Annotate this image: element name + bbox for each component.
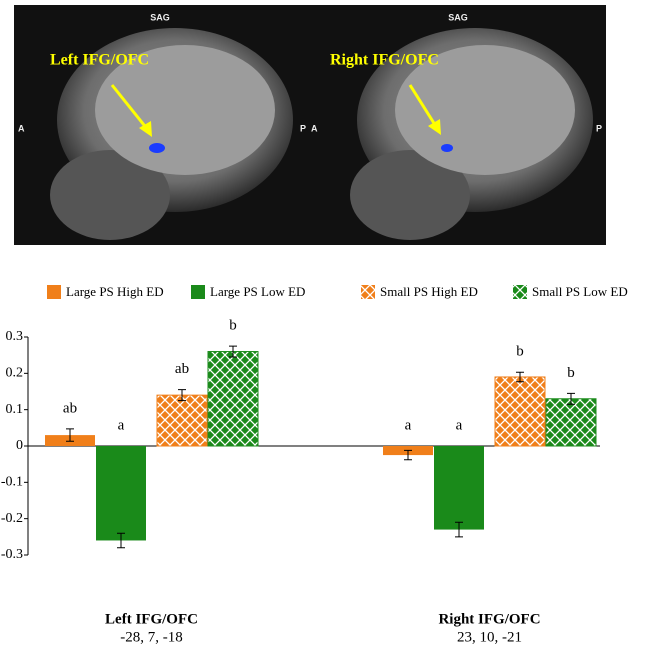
chart: 0.3 0.2 0.1 0 -0.1 -0.2 -0.3 Large PS High ED La… xyxy=(1,284,628,645)
significance-letter: b xyxy=(567,365,575,381)
significance-letter: a xyxy=(456,417,463,433)
legend-label: Large PS High ED xyxy=(66,284,164,299)
view-label: SAG xyxy=(150,12,170,22)
roi-blob xyxy=(149,143,165,153)
legend-swatch xyxy=(513,285,527,299)
bar xyxy=(157,395,207,446)
y-tick-label: 0.2 xyxy=(6,366,24,381)
roi-blob xyxy=(441,144,453,152)
legend-swatch xyxy=(191,285,205,299)
figure: SAG SAG A P A P Left IFG/OFC Right IFG/O… xyxy=(0,0,665,657)
anterior-label: A xyxy=(18,123,25,133)
y-tick-label: 0 xyxy=(16,438,23,453)
legend-swatch xyxy=(47,285,61,299)
bar xyxy=(208,352,258,446)
significance-letter: b xyxy=(229,318,237,334)
legend-label: Large PS Low ED xyxy=(210,284,305,299)
region-label: Right IFG/OFC xyxy=(330,52,439,69)
anterior-label: A xyxy=(311,123,318,133)
bar xyxy=(495,377,545,446)
bar xyxy=(546,399,596,446)
legend-label: Small PS Low ED xyxy=(532,284,628,299)
y-tick-label: -0.3 xyxy=(1,547,23,562)
legend-label: Small PS High ED xyxy=(380,284,478,299)
posterior-label: P xyxy=(300,123,306,133)
significance-letter: a xyxy=(118,417,125,433)
page: {"image": {"panels": [ {"view": "SAG", "… xyxy=(0,0,665,657)
bar xyxy=(96,446,146,540)
y-tick-label: 0.1 xyxy=(6,402,24,417)
significance-letter: b xyxy=(516,344,524,360)
coordinate-label: 23, 10, -21 xyxy=(457,629,522,645)
significance-letter: a xyxy=(405,417,412,433)
bar xyxy=(434,446,484,530)
category-label: Left IFG/OFC xyxy=(105,611,198,627)
posterior-label: P xyxy=(596,123,602,133)
significance-letter: ab xyxy=(63,400,77,416)
view-label: SAG xyxy=(448,12,468,22)
region-label: Left IFG/OFC xyxy=(50,52,149,69)
y-tick-label: -0.1 xyxy=(1,475,23,490)
significance-letter: ab xyxy=(175,361,189,377)
coordinate-label: -28, 7, -18 xyxy=(120,629,183,645)
y-tick-label: -0.2 xyxy=(1,511,23,526)
y-tick-label: 0.3 xyxy=(6,329,24,344)
legend-swatch xyxy=(361,285,375,299)
category-label: Right IFG/OFC xyxy=(438,611,540,627)
